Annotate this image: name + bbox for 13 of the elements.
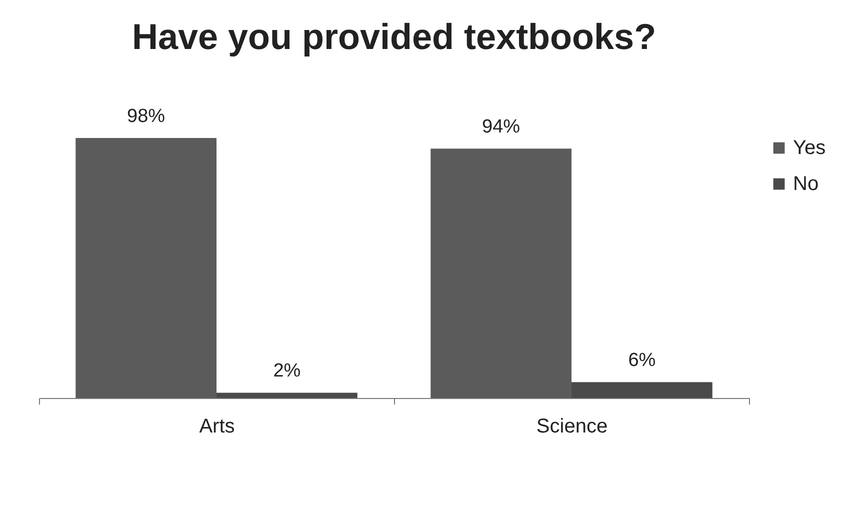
data-label: 94% bbox=[482, 116, 520, 138]
x-tick-label: Arts bbox=[199, 416, 235, 438]
x-tick-label: Science bbox=[536, 416, 608, 438]
bar bbox=[572, 382, 712, 398]
legend-label: No bbox=[793, 173, 819, 195]
bar bbox=[216, 392, 358, 398]
data-label: 98% bbox=[127, 106, 166, 127]
data-label: 2% bbox=[273, 360, 301, 382]
bar bbox=[76, 138, 216, 398]
data-label: 6% bbox=[628, 350, 656, 372]
legend-label: Yes bbox=[793, 137, 826, 159]
bar bbox=[430, 148, 572, 398]
chart-title: Have you provided textbooks? bbox=[132, 16, 656, 57]
